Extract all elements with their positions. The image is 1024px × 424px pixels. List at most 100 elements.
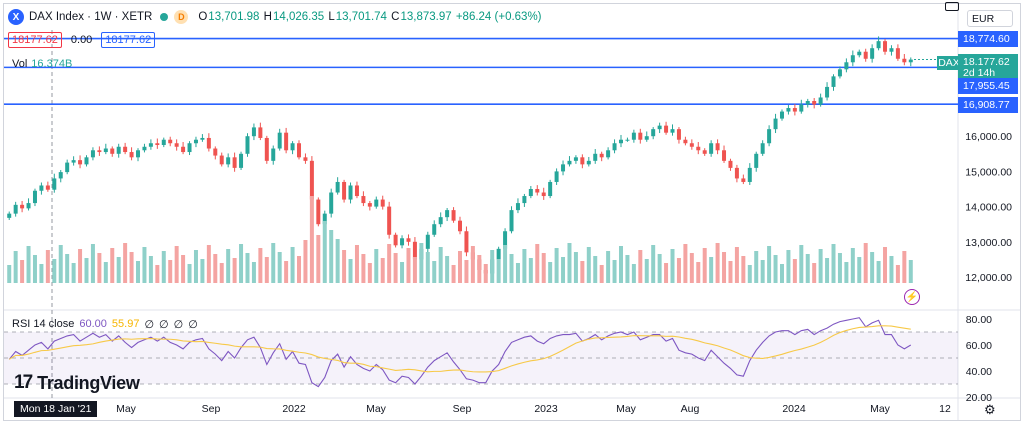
- lightning-icon[interactable]: ⚡: [904, 289, 920, 305]
- candle-body: [528, 189, 533, 197]
- volume-legend[interactable]: Vol 16.374B: [12, 58, 72, 70]
- camera-icon[interactable]: [945, 2, 959, 11]
- volume-bar: [412, 257, 417, 283]
- candle-body: [7, 213, 12, 218]
- volume-bar: [78, 249, 83, 283]
- sell-button[interactable]: 18177.62: [8, 32, 62, 48]
- volume-bar: [458, 251, 462, 283]
- volume-bar: [586, 247, 591, 283]
- change-value: +86.24 (+0.63%): [455, 11, 542, 23]
- volume-bar: [187, 264, 192, 283]
- tradingview-logo-icon: 17: [14, 372, 33, 393]
- volume-bar: [664, 263, 669, 283]
- candle-body: [354, 185, 359, 197]
- candle-body: [374, 199, 379, 207]
- volume-bar: [90, 244, 95, 283]
- candle-body: [554, 171, 559, 182]
- rsi-ma-line: [8, 325, 911, 373]
- volume-bar: [354, 245, 359, 283]
- candle-body: [219, 155, 224, 165]
- candle-body: [136, 150, 141, 158]
- candle-body: [548, 181, 553, 197]
- symbol-legend: X DAX Index · 1W · XETR D O13,701.98 H14…: [8, 9, 543, 25]
- volume-bar: [309, 196, 314, 283]
- volume-bar: [142, 247, 147, 283]
- volume-bar: [561, 257, 566, 283]
- volume-bar: [39, 264, 44, 283]
- candle-body: [908, 59, 913, 63]
- candle-body: [258, 127, 263, 138]
- candle-body: [760, 143, 765, 154]
- volume-bar: [612, 260, 617, 283]
- volume-bar: [277, 252, 282, 283]
- volume-bar: [32, 255, 37, 283]
- volume-bar: [367, 263, 372, 283]
- candle-body: [709, 143, 714, 154]
- volume-bar: [232, 258, 237, 283]
- candle-body: [174, 143, 179, 147]
- candle-body: [277, 132, 282, 149]
- symbol-title[interactable]: DAX Index · 1W · XETR: [29, 11, 153, 23]
- volume-bar: [316, 235, 321, 283]
- candle-body: [213, 148, 218, 156]
- candle-body: [638, 132, 643, 140]
- candle-body: [734, 167, 739, 179]
- candle-body: [393, 234, 398, 246]
- volume-bar: [219, 263, 224, 283]
- close-label: C: [391, 11, 400, 23]
- volume-bar: [342, 250, 347, 283]
- rsi-tick-label: 80.00: [966, 314, 992, 326]
- x-tick-label: May: [870, 403, 891, 415]
- candle-body: [541, 192, 546, 197]
- volume-bar: [7, 265, 12, 283]
- volume-bar: [541, 253, 546, 283]
- candle-body: [425, 234, 430, 249]
- close-value: 13,873.97: [400, 11, 452, 23]
- candle-body: [142, 146, 147, 151]
- volume-bar: [206, 245, 211, 283]
- volume-bar: [747, 265, 752, 283]
- volume-bar: [129, 252, 134, 283]
- volume-bar: [387, 244, 392, 283]
- buy-button[interactable]: 18177.62: [101, 32, 156, 48]
- volume-bar: [361, 254, 366, 283]
- volume-bar: [837, 253, 842, 283]
- gear-icon[interactable]: ⚙: [984, 402, 996, 417]
- volume-bar: [155, 265, 160, 283]
- volume-bar: [65, 254, 70, 283]
- volume-bar: [438, 247, 443, 283]
- tradingview-logo[interactable]: 17 TradingView: [14, 372, 140, 394]
- volume-bar: [161, 251, 166, 283]
- volume-bar: [702, 248, 707, 283]
- volume-bar: [825, 258, 830, 283]
- volume-bar: [754, 251, 759, 283]
- candle-body: [329, 192, 334, 214]
- rsi-extra-2: ∅: [159, 319, 169, 331]
- volume-bar: [599, 265, 604, 283]
- volume-bar: [174, 246, 179, 283]
- volume-bar: [123, 243, 128, 283]
- candle-body: [863, 51, 868, 59]
- volume-bar: [580, 261, 585, 283]
- market-badge: D: [174, 10, 189, 24]
- candle-body: [445, 210, 450, 218]
- candle-body: [883, 41, 888, 52]
- candle-body: [181, 146, 186, 153]
- candle-body: [741, 178, 746, 182]
- candle-body: [773, 118, 778, 130]
- volume-bar: [136, 261, 141, 283]
- candle-body: [322, 213, 327, 225]
- candle-body: [271, 148, 276, 161]
- rsi-tick-label: 40.00: [966, 366, 992, 378]
- candle-body: [876, 41, 881, 49]
- candle-body: [767, 129, 772, 144]
- candle-body: [58, 172, 63, 179]
- rsi-legend[interactable]: RSI 14 close 60.00 55.97 ∅ ∅ ∅ ∅: [12, 318, 198, 331]
- volume-bar: [734, 247, 739, 283]
- volume-bar: [760, 260, 765, 283]
- volume-bar: [889, 256, 894, 283]
- currency-select[interactable]: EUR: [967, 10, 1013, 27]
- candle-body: [39, 185, 44, 191]
- volume-bar: [45, 250, 50, 283]
